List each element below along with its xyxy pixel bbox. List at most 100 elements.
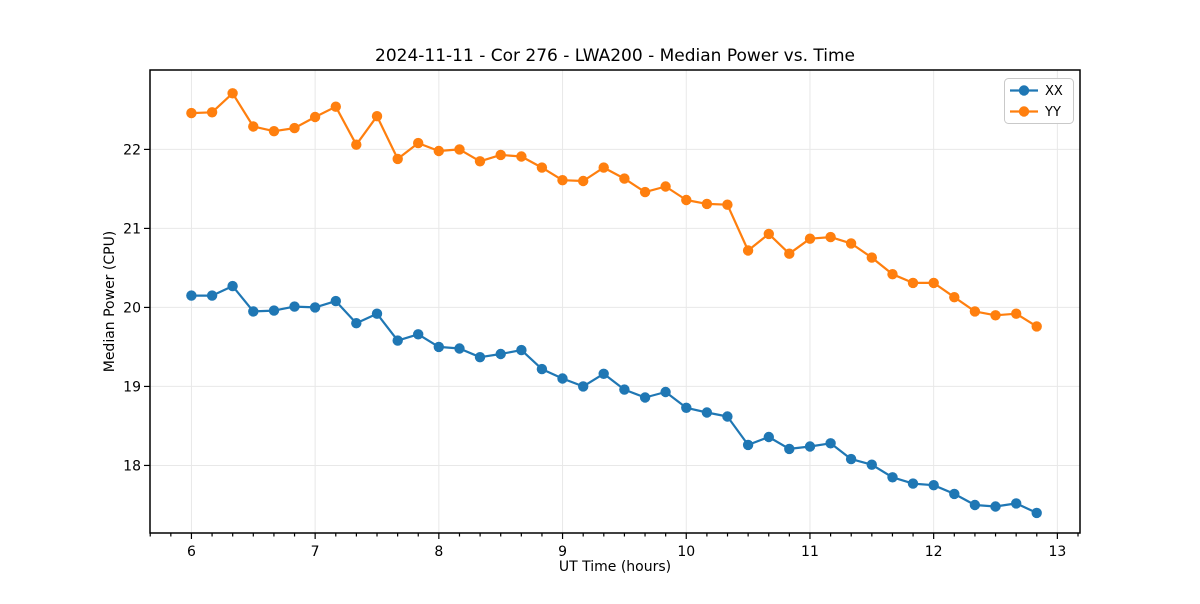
series-yy-marker bbox=[639, 186, 651, 198]
series-yy-marker bbox=[660, 181, 671, 192]
series-xx-marker bbox=[825, 438, 836, 449]
y-tick-label: 18 bbox=[123, 458, 141, 474]
series-yy-marker bbox=[784, 248, 795, 259]
series-yy-marker bbox=[392, 153, 403, 165]
series-xx-marker bbox=[268, 305, 280, 316]
series-xx-marker bbox=[866, 459, 877, 470]
series-xx-marker bbox=[887, 472, 898, 483]
series-xx-marker bbox=[186, 290, 197, 301]
series-yy-marker bbox=[845, 238, 857, 249]
series-yy-marker bbox=[928, 277, 939, 289]
series-xx-marker bbox=[330, 295, 341, 307]
legend-label-yy: YY bbox=[1044, 105, 1061, 120]
series-yy-marker bbox=[248, 121, 259, 132]
series-xx-marker bbox=[227, 280, 238, 292]
series-yy-marker bbox=[969, 306, 981, 317]
series-yy-marker bbox=[990, 310, 1001, 321]
x-axis-label: UT Time (hours) bbox=[559, 559, 671, 575]
series-xx-marker bbox=[639, 392, 651, 403]
series-yy-marker bbox=[289, 122, 300, 134]
series-xx-marker bbox=[454, 343, 465, 354]
x-tick-label: 7 bbox=[311, 544, 320, 560]
series-yy-marker bbox=[887, 269, 898, 280]
series-xx-marker bbox=[413, 329, 424, 340]
series-yy-marker bbox=[681, 194, 692, 206]
series-yy-marker bbox=[454, 144, 465, 155]
series-xx-marker bbox=[474, 352, 486, 363]
series-yy-marker bbox=[804, 233, 816, 244]
series-xx-marker bbox=[949, 488, 960, 500]
series-yy-marker bbox=[351, 139, 362, 150]
series-yy-marker bbox=[309, 111, 321, 123]
series-yy-marker bbox=[763, 228, 774, 240]
series-yy-marker bbox=[516, 151, 527, 162]
x-tick-label: 13 bbox=[1048, 544, 1066, 560]
series-xx-marker bbox=[990, 501, 1001, 512]
series-xx-marker bbox=[619, 384, 630, 395]
x-tick-label: 12 bbox=[925, 544, 943, 560]
series-yy-marker bbox=[825, 231, 836, 243]
series-xx-marker bbox=[701, 407, 713, 418]
y-tick-label: 21 bbox=[123, 221, 141, 237]
series-yy-marker bbox=[433, 145, 444, 157]
series-yy-marker bbox=[413, 137, 424, 149]
series-yy-marker bbox=[1011, 308, 1022, 319]
series-yy-marker bbox=[742, 245, 754, 256]
series bbox=[186, 88, 1042, 519]
y-axis-label: Median Power (CPU) bbox=[102, 231, 118, 373]
series-xx-marker bbox=[371, 308, 383, 319]
series-yy-marker bbox=[495, 149, 506, 161]
axis-ticks: 6 7 8 9 10 11 12 13 18 19 20 21 22 bbox=[123, 142, 1079, 560]
series-yy-marker bbox=[371, 111, 383, 122]
series-xx-line bbox=[190, 285, 1038, 514]
x-tick-label: 11 bbox=[801, 544, 819, 560]
x-tick-label: 9 bbox=[558, 544, 567, 560]
series-yy-marker bbox=[1031, 321, 1042, 332]
series-xx-marker bbox=[804, 441, 816, 452]
series-xx-marker bbox=[557, 373, 568, 384]
legend-marker-xx bbox=[1018, 85, 1030, 96]
series-yy-marker bbox=[227, 88, 238, 99]
series-xx-marker bbox=[206, 290, 218, 301]
y-tick-label: 20 bbox=[123, 300, 141, 316]
series-xx-marker bbox=[598, 368, 609, 379]
series-xx-marker bbox=[742, 439, 754, 451]
series-yy-marker bbox=[330, 101, 341, 112]
series-xx-marker bbox=[516, 344, 527, 356]
series-xx-marker bbox=[763, 431, 774, 443]
series-yy-marker bbox=[701, 198, 713, 210]
series-xx-marker bbox=[309, 302, 321, 313]
legend-item-xx: XX bbox=[1010, 84, 1063, 99]
series-xx-marker bbox=[289, 301, 300, 312]
series-xx-marker bbox=[969, 499, 981, 511]
series-yy-marker bbox=[268, 126, 280, 137]
series-yy-marker bbox=[866, 252, 877, 263]
series-xx-marker bbox=[495, 348, 506, 360]
series-yy-marker bbox=[536, 162, 548, 173]
series-xx-marker bbox=[578, 381, 589, 392]
series-yy-marker bbox=[598, 162, 609, 173]
series-xx-marker bbox=[248, 306, 259, 317]
series-yy-marker bbox=[206, 107, 218, 118]
legend-marker-yy bbox=[1018, 106, 1030, 117]
legend-label-xx: XX bbox=[1045, 84, 1063, 99]
series-xx-marker bbox=[1011, 498, 1022, 509]
legend-item-yy: YY bbox=[1010, 105, 1061, 120]
series-xx-marker bbox=[928, 480, 939, 491]
grid bbox=[150, 70, 1080, 533]
series-yy-marker bbox=[474, 156, 486, 167]
x-tick-label: 10 bbox=[677, 544, 695, 560]
series-xx-marker bbox=[660, 386, 671, 398]
x-tick-label: 6 bbox=[187, 544, 196, 560]
y-tick-label: 22 bbox=[123, 142, 141, 158]
series-xx-marker bbox=[681, 402, 692, 413]
series-yy-marker bbox=[578, 175, 589, 187]
series-yy-marker bbox=[722, 199, 733, 210]
series-yy-marker bbox=[186, 107, 197, 119]
series-xx-marker bbox=[536, 363, 548, 375]
series-xx-marker bbox=[433, 341, 444, 353]
series-xx-marker bbox=[351, 318, 362, 329]
series-yy-marker bbox=[557, 175, 568, 186]
